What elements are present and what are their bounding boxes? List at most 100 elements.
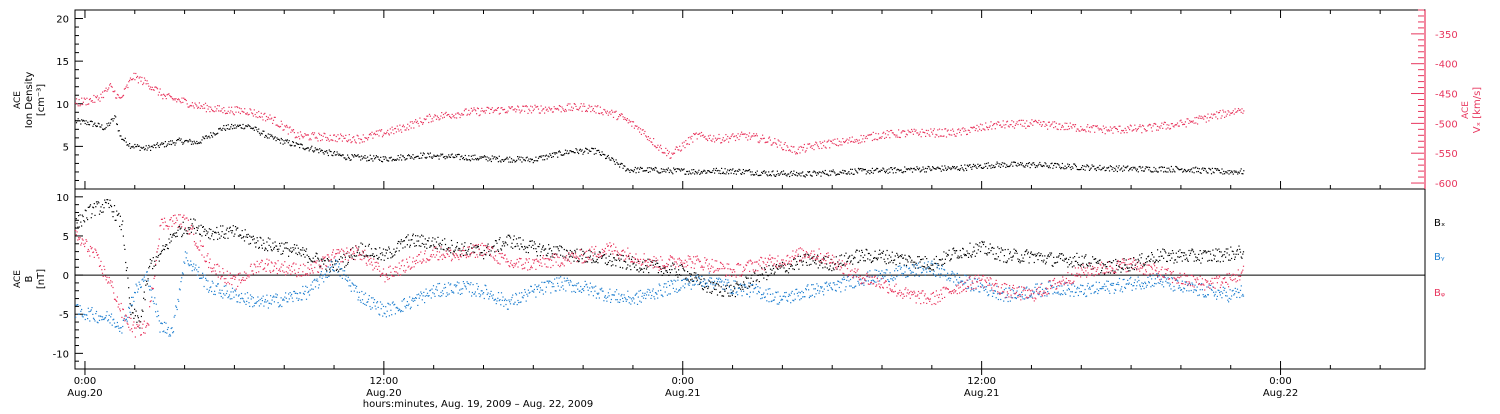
data-point [179, 99, 180, 100]
data-point [610, 254, 611, 255]
data-point [821, 172, 822, 173]
data-point [554, 279, 555, 280]
data-point [262, 133, 263, 134]
data-point [847, 139, 848, 140]
data-point [921, 136, 922, 137]
data-point [630, 121, 631, 122]
data-point [653, 168, 654, 169]
data-point [463, 157, 464, 158]
data-point [319, 276, 320, 277]
data-point [1184, 124, 1185, 125]
data-point [718, 134, 719, 135]
data-point [904, 131, 905, 132]
data-point [187, 103, 188, 104]
data-point [411, 156, 412, 157]
data-point [1076, 166, 1077, 167]
top-right-tick-label: -450 [1435, 90, 1458, 101]
data-point [1091, 168, 1092, 169]
data-point [474, 109, 475, 110]
data-point [823, 145, 824, 146]
data-point [633, 171, 634, 172]
data-point [497, 249, 498, 250]
data-point [760, 175, 761, 176]
data-point [151, 89, 152, 90]
data-point [499, 239, 500, 240]
data-point [210, 286, 211, 287]
data-point [401, 132, 402, 133]
data-point [684, 270, 685, 271]
data-point [505, 304, 506, 305]
data-point [780, 268, 781, 269]
data-point [1157, 249, 1158, 250]
data-point [213, 294, 214, 295]
data-point [128, 146, 129, 147]
data-point [531, 286, 532, 287]
data-point [888, 168, 889, 169]
data-point [501, 107, 502, 108]
data-point [180, 281, 181, 282]
data-point [87, 318, 88, 319]
data-point [91, 309, 92, 310]
data-point [355, 288, 356, 289]
data-point [246, 234, 247, 235]
data-point [463, 114, 464, 115]
data-point [684, 168, 685, 169]
data-point [1082, 263, 1083, 264]
data-point [189, 264, 190, 265]
data-point [314, 132, 315, 133]
data-point [721, 142, 722, 143]
data-point [692, 172, 693, 173]
data-point [695, 272, 696, 273]
data-point [818, 173, 819, 174]
data-point [1021, 254, 1022, 255]
data-point [810, 264, 811, 265]
data-point [1168, 125, 1169, 126]
data-point [459, 154, 460, 155]
data-point [340, 134, 341, 135]
data-point [911, 129, 912, 130]
data-point [133, 78, 134, 79]
data-point [431, 241, 432, 242]
data-point [227, 291, 228, 292]
data-point [453, 116, 454, 117]
data-point [1097, 263, 1098, 264]
data-point [967, 134, 968, 135]
data-point [560, 106, 561, 107]
data-point [1196, 260, 1197, 261]
data-point [847, 261, 848, 262]
data-point [243, 300, 244, 301]
data-point [568, 153, 569, 154]
data-point [948, 166, 949, 167]
data-point [788, 272, 789, 273]
data-point [578, 109, 579, 110]
data-point [568, 109, 569, 110]
data-point [862, 252, 863, 253]
data-point [1079, 257, 1080, 258]
data-point [726, 139, 727, 140]
data-point [889, 137, 890, 138]
data-point [125, 88, 126, 89]
data-point [359, 252, 360, 253]
data-point [551, 282, 552, 283]
data-point [831, 270, 832, 271]
data-point [910, 132, 911, 133]
data-point [806, 148, 807, 149]
data-point [398, 129, 399, 130]
data-point [1134, 269, 1135, 270]
data-point [86, 124, 87, 125]
data-point [479, 293, 480, 294]
data-point [87, 219, 88, 220]
data-point [561, 107, 562, 108]
data-point [473, 155, 474, 156]
data-point [371, 297, 372, 298]
data-point [727, 136, 728, 137]
data-point [682, 143, 683, 144]
data-point [518, 158, 519, 159]
data-point [226, 125, 227, 126]
data-point [966, 250, 967, 251]
data-point [118, 213, 119, 214]
data-point [726, 172, 727, 173]
data-point [901, 169, 902, 170]
data-point [834, 139, 835, 140]
data-point [941, 136, 942, 137]
